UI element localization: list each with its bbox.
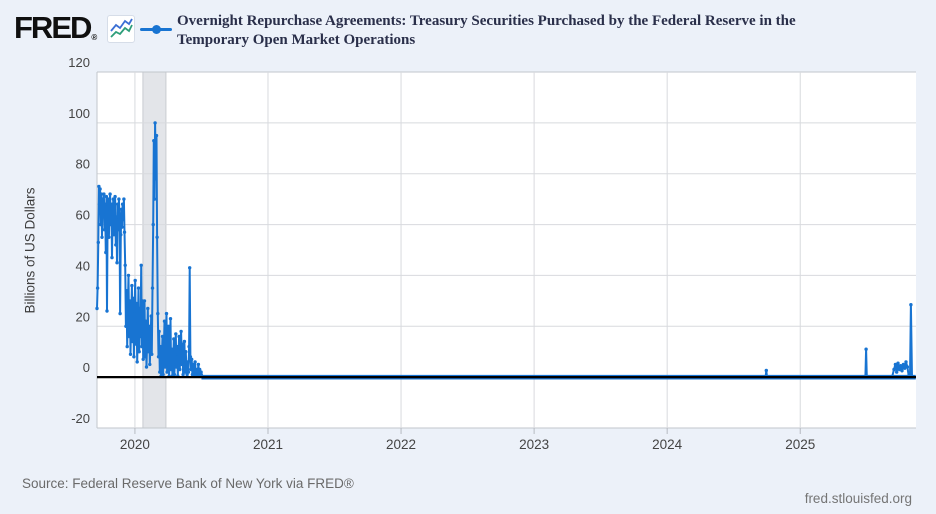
legend-dot-icon bbox=[152, 25, 161, 34]
svg-text:100: 100 bbox=[68, 106, 90, 121]
svg-text:2024: 2024 bbox=[652, 437, 683, 452]
site-link[interactable]: fred.stlouisfed.org bbox=[804, 491, 912, 506]
svg-text:2023: 2023 bbox=[519, 437, 549, 452]
chart-title: Overnight Repurchase Agreements: Treasur… bbox=[177, 13, 796, 48]
svg-text:2025: 2025 bbox=[785, 437, 815, 452]
fred-logo: FRED® bbox=[14, 10, 98, 46]
registered-mark-icon: ® bbox=[91, 33, 98, 42]
svg-text:2022: 2022 bbox=[386, 437, 416, 452]
svg-text:2021: 2021 bbox=[253, 437, 283, 452]
svg-text:80: 80 bbox=[76, 157, 90, 172]
chart-header: FRED® Overnight Repurchase Agreements: T… bbox=[0, 0, 936, 62]
svg-text:120: 120 bbox=[68, 55, 90, 70]
svg-text:20: 20 bbox=[76, 309, 90, 324]
series-legend-marker bbox=[140, 22, 172, 36]
y-axis-title: Billions of US Dollars bbox=[22, 187, 38, 314]
svg-text:0: 0 bbox=[83, 360, 90, 375]
svg-text:40: 40 bbox=[76, 258, 90, 273]
fred-logo-text: FRED bbox=[14, 10, 92, 45]
svg-text:-20: -20 bbox=[71, 411, 90, 426]
svg-text:2020: 2020 bbox=[120, 437, 150, 452]
source-note: Source: Federal Reserve Bank of New York… bbox=[22, 476, 354, 491]
fred-logo-chart-icon bbox=[107, 15, 135, 43]
svg-text:60: 60 bbox=[76, 208, 90, 223]
